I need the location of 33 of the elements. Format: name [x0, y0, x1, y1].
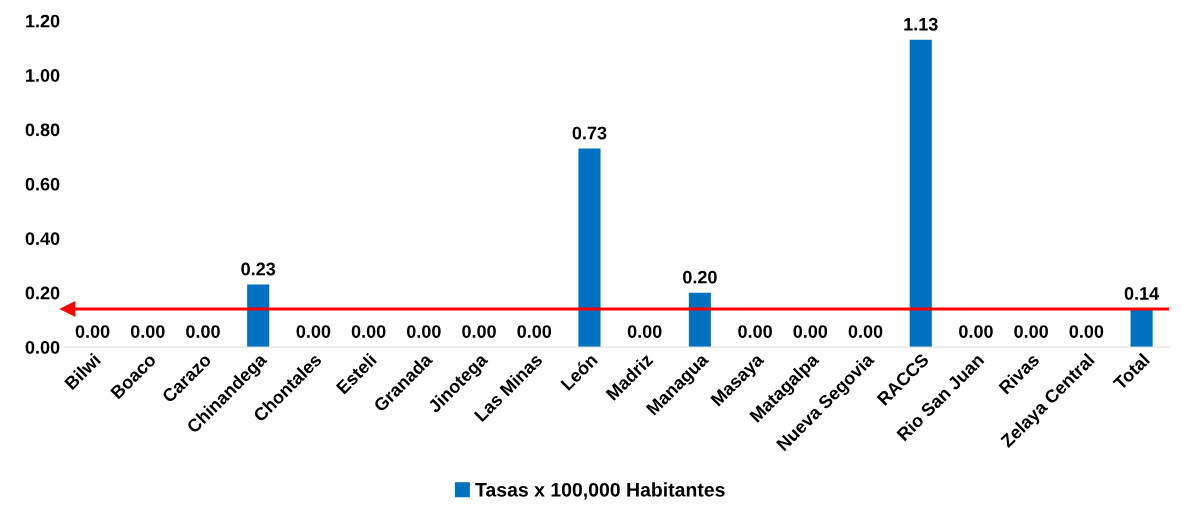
text: 0.73: [572, 126, 607, 140]
text: 0.00: [627, 325, 662, 338]
y-tick-label: 0.60: [25, 177, 60, 191]
text: 0.00: [517, 325, 552, 338]
bar: [578, 148, 601, 348]
bar: [1130, 308, 1153, 348]
bar: [247, 284, 270, 348]
y-tick-label: 0.00: [25, 340, 60, 354]
text: 0.00: [793, 325, 828, 338]
text: 0.00: [130, 325, 165, 338]
text: 0.00: [406, 325, 441, 338]
bar: [909, 39, 932, 348]
text: 0.00: [462, 325, 496, 338]
text: 0.14: [1124, 287, 1160, 300]
bar: [688, 292, 711, 348]
y-tick-label: 1.00: [26, 69, 60, 82]
text: 0.00: [351, 325, 386, 338]
text: 0.00: [1014, 325, 1048, 338]
text: 0.20: [683, 270, 717, 284]
y-tick-label: 0.40: [25, 232, 60, 245]
text: 0.00: [848, 325, 883, 338]
text: 0.23: [241, 262, 276, 276]
text: 0.00: [959, 325, 993, 338]
y-tick-label: 0.80: [25, 123, 60, 137]
y-tick-label: 1.20: [26, 14, 60, 28]
text: 0.00: [738, 325, 772, 338]
text: 0.00: [75, 325, 110, 338]
text: 0.00: [296, 325, 331, 338]
text: 0.00: [186, 325, 220, 338]
y-tick-label: 0.20: [25, 286, 60, 300]
text: 0.00: [1069, 325, 1104, 338]
legend-label: Tasas x 100,000 Habitantes: [475, 482, 725, 500]
text: 1.13: [904, 17, 938, 31]
